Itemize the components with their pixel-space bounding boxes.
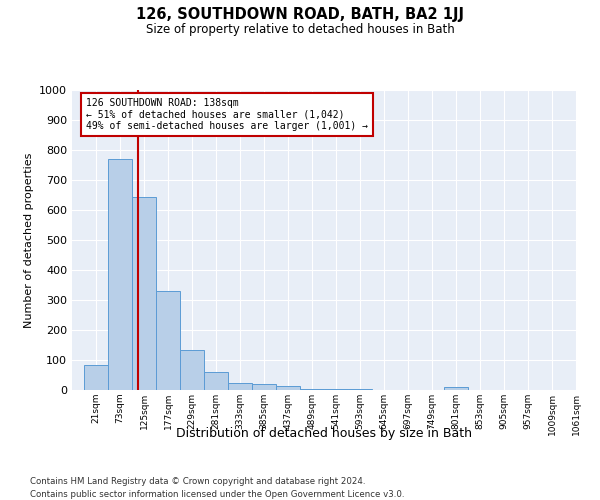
Bar [132, 196, 156, 390]
Text: Contains public sector information licensed under the Open Government Licence v3: Contains public sector information licen… [30, 490, 404, 499]
Bar [252, 384, 276, 390]
Bar [180, 350, 204, 390]
Text: 126 SOUTHDOWN ROAD: 138sqm
← 51% of detached houses are smaller (1,042)
49% of s: 126 SOUTHDOWN ROAD: 138sqm ← 51% of deta… [86, 98, 368, 130]
Bar [300, 388, 324, 390]
Text: Size of property relative to detached houses in Bath: Size of property relative to detached ho… [146, 22, 454, 36]
Bar [204, 372, 228, 390]
Text: Contains HM Land Registry data © Crown copyright and database right 2024.: Contains HM Land Registry data © Crown c… [30, 478, 365, 486]
Bar [324, 389, 348, 390]
Y-axis label: Number of detached properties: Number of detached properties [23, 152, 34, 328]
Bar [108, 159, 132, 390]
Bar [84, 365, 108, 390]
Bar [276, 386, 300, 390]
Bar [228, 382, 252, 390]
Text: Distribution of detached houses by size in Bath: Distribution of detached houses by size … [176, 428, 472, 440]
Text: 126, SOUTHDOWN ROAD, BATH, BA2 1JJ: 126, SOUTHDOWN ROAD, BATH, BA2 1JJ [136, 8, 464, 22]
Bar [444, 387, 468, 390]
Bar [156, 291, 180, 390]
